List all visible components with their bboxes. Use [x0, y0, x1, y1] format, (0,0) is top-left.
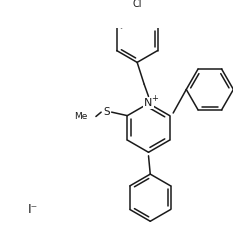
Text: I⁻: I⁻ [28, 203, 38, 216]
Text: Me: Me [74, 112, 87, 121]
Text: +: + [151, 94, 158, 103]
Text: Cl: Cl [132, 0, 142, 9]
Text: N: N [144, 99, 153, 108]
Text: S: S [103, 107, 110, 117]
